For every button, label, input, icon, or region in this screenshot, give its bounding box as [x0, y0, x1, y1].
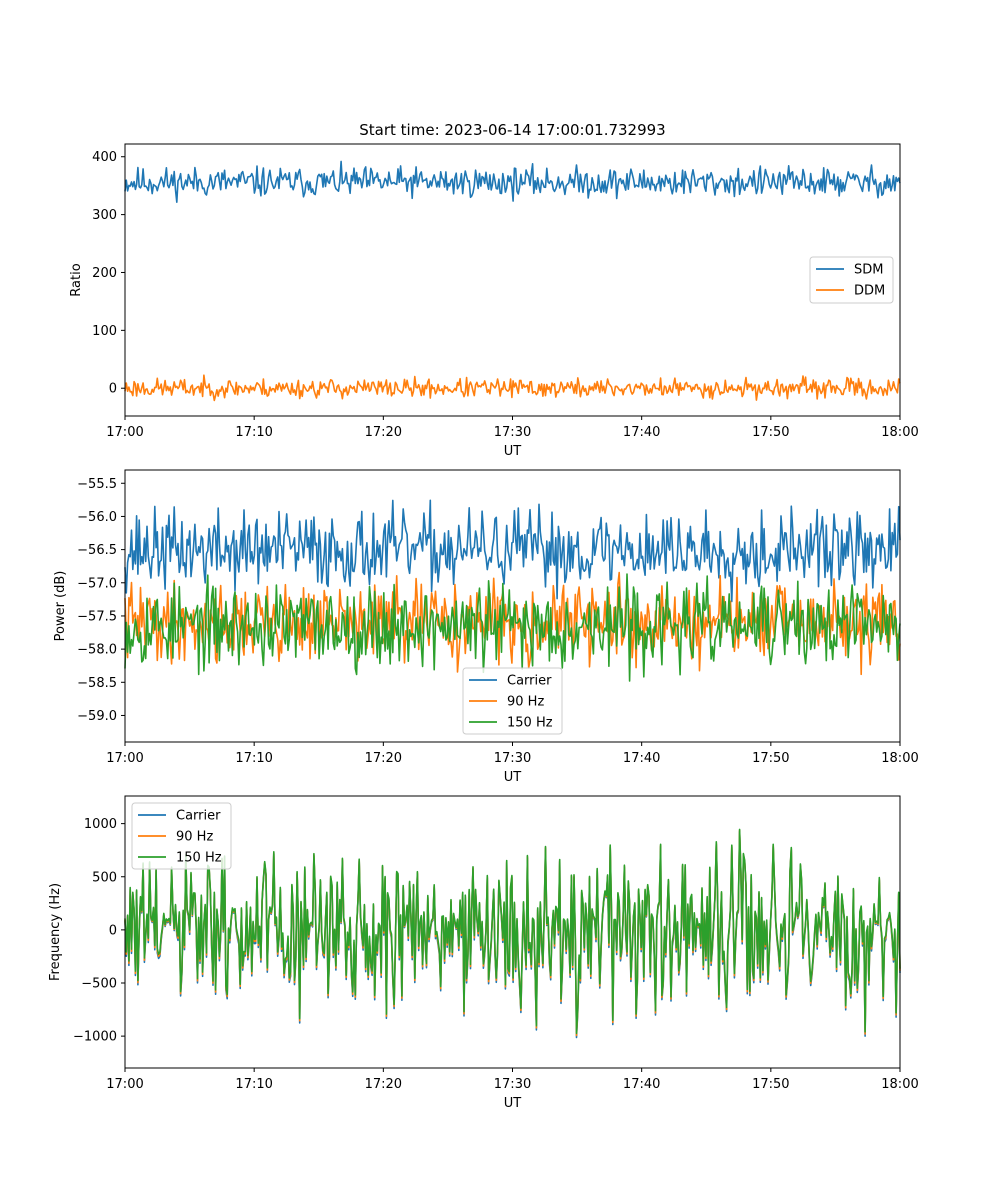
x-axis-label: UT	[504, 444, 522, 459]
x-tick-label: 17:30	[494, 1077, 531, 1092]
legend-box	[131, 802, 232, 870]
y-tick-label: −58.5	[77, 676, 117, 691]
x-tick-label: 17:00	[106, 1077, 143, 1092]
x-tick-label: 17:10	[235, 1077, 272, 1092]
x-axis-label: UT	[504, 770, 522, 785]
x-tick-label: 17:10	[235, 425, 272, 440]
legend-label: DDM	[854, 284, 885, 299]
series-line-ddm	[124, 374, 901, 402]
x-tick-label: 17:20	[365, 751, 402, 766]
x-tick-label: 17:40	[623, 1077, 660, 1092]
x-tick-label: 17:50	[752, 751, 789, 766]
x-tick-label: 17:20	[365, 425, 402, 440]
y-tick-label: −58.0	[77, 643, 117, 658]
x-tick-label: 18:00	[881, 425, 918, 440]
x-tick-label: 17:40	[623, 751, 660, 766]
chart-title: Start time: 2023-06-14 17:00:01.732993	[359, 121, 665, 139]
series-line-150-hz	[124, 573, 901, 682]
y-tick-label: 500	[92, 870, 117, 885]
y-tick-label: 400	[92, 150, 117, 165]
y-axis-label: Frequency (Hz)	[48, 883, 63, 981]
y-axis-label: Power (dB)	[53, 571, 68, 642]
legend-label: 150 Hz	[176, 851, 222, 866]
y-tick-label: 0	[109, 923, 117, 938]
y-tick-label: 100	[92, 324, 117, 339]
y-tick-label: −55.5	[77, 477, 117, 492]
y-tick-label: 300	[92, 208, 117, 223]
series-line-carrier	[124, 499, 901, 603]
x-tick-label: 18:00	[881, 751, 918, 766]
y-tick-label: −1000	[73, 1030, 117, 1045]
y-tick-label: 0	[109, 382, 117, 397]
legend-label: 150 Hz	[507, 716, 553, 731]
series-line-sdm	[124, 160, 901, 203]
x-tick-label: 17:50	[752, 425, 789, 440]
x-tick-label: 17:50	[752, 1077, 789, 1092]
chart-panel-2: −59.0 −58.5 −58.0 −57.5 −57.0 −56.5 −56.0 −55.5…	[53, 469, 919, 785]
legend: Carrier 90 Hz 150 Hz	[462, 667, 563, 735]
x-tick-label: 17:20	[365, 1077, 402, 1092]
series-line-150-hz	[124, 828, 901, 1035]
y-tick-label: −59.0	[77, 709, 117, 724]
legend-label: Carrier	[507, 674, 552, 689]
chart-panel-1: Start time: 2023-06-14 17:00:01.732993 0 1…	[69, 121, 919, 459]
y-tick-label: −57.5	[77, 609, 117, 624]
legend-label: 90 Hz	[176, 830, 213, 845]
x-tick-label: 17:30	[494, 425, 531, 440]
legend-box	[462, 667, 563, 735]
legend: Carrier 90 Hz 150 Hz	[131, 802, 232, 870]
chart-panel-3: −1000 −500 0 500 1000 17:00 17:10 17:20 17:30 17:…	[48, 795, 919, 1111]
x-tick-label: 17:10	[235, 751, 272, 766]
legend-label: 90 Hz	[507, 695, 544, 710]
x-tick-label: 17:00	[106, 751, 143, 766]
legend-label: SDM	[854, 263, 883, 278]
y-tick-label: 1000	[84, 817, 117, 832]
y-axis-label: Ratio	[69, 263, 84, 296]
y-tick-label: −56.0	[77, 510, 117, 525]
y-tick-label: 200	[92, 266, 117, 281]
x-tick-label: 17:30	[494, 751, 531, 766]
y-tick-label: −56.5	[77, 543, 117, 558]
x-tick-label: 17:00	[106, 425, 143, 440]
legend-label: Carrier	[176, 809, 221, 824]
x-axis-label: UT	[504, 1096, 522, 1111]
x-tick-label: 18:00	[881, 1077, 918, 1092]
y-tick-label: −57.0	[77, 576, 117, 591]
y-tick-label: −500	[81, 977, 117, 992]
x-tick-label: 17:40	[623, 425, 660, 440]
legend: SDM DDM	[809, 256, 894, 304]
